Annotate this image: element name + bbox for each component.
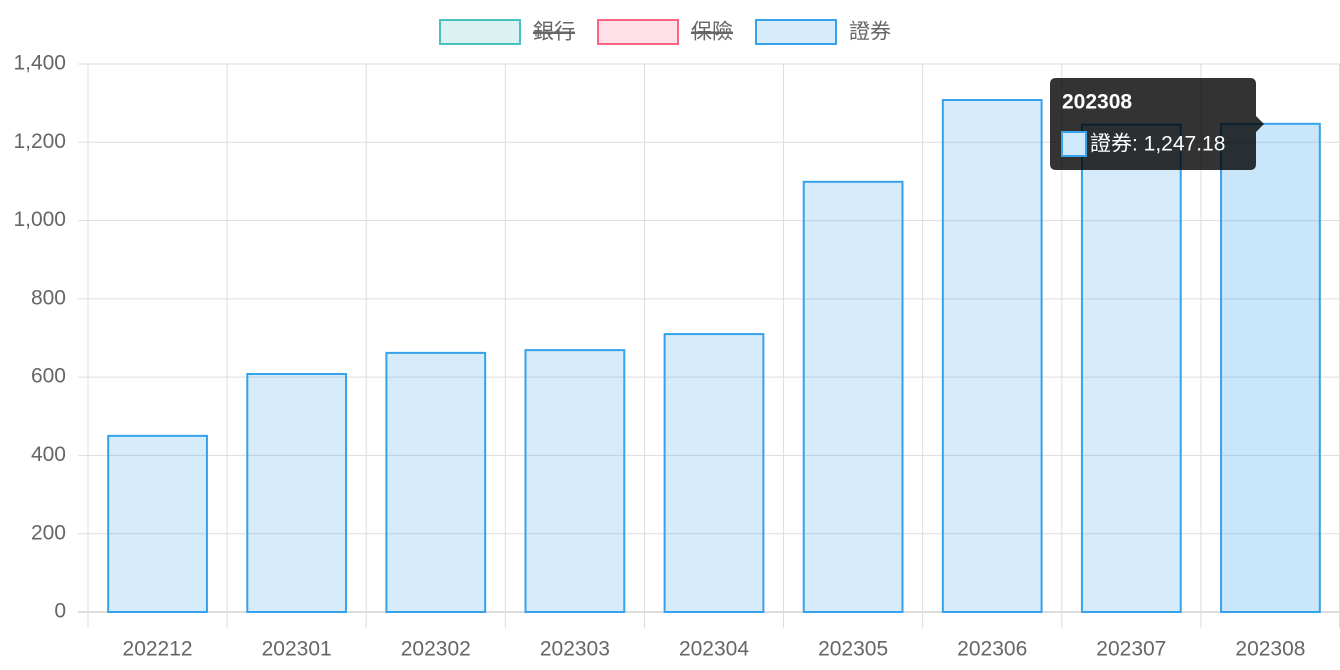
- bar[interactable]: [802, 180, 904, 613]
- bar[interactable]: [941, 99, 1043, 614]
- bar[interactable]: [385, 351, 487, 613]
- tooltip-label: 證券: 1,247.18: [1090, 133, 1225, 156]
- x-tick-label: 202212: [123, 638, 193, 661]
- legend-swatch[interactable]: [439, 19, 521, 45]
- bar[interactable]: [663, 333, 765, 613]
- x-tick-label: 202305: [818, 638, 888, 661]
- y-tick-label: 400: [31, 443, 66, 466]
- tooltip-box: [1050, 78, 1264, 170]
- legend-label[interactable]: 證券: [849, 21, 891, 44]
- tooltip-swatch: [1061, 131, 1087, 157]
- y-tick-label: 0: [54, 600, 66, 623]
- tooltip-title: 202308: [1062, 91, 1132, 114]
- x-tick-label: 202307: [1096, 638, 1166, 661]
- bar[interactable]: [1080, 123, 1182, 614]
- bar[interactable]: [107, 434, 208, 613]
- y-tick-label: 800: [31, 286, 66, 309]
- x-tick-label: 202301: [262, 638, 332, 661]
- y-tick-label: 1,200: [13, 130, 66, 153]
- x-tick-label: 202308: [1235, 638, 1305, 661]
- y-tick-label: 1,000: [13, 208, 66, 231]
- bar[interactable]: [246, 373, 348, 613]
- y-tick-label: 200: [31, 521, 66, 544]
- legend-swatch[interactable]: [755, 19, 837, 45]
- x-tick-label: 202302: [401, 638, 471, 661]
- y-tick-label: 600: [31, 365, 66, 388]
- y-tick-label: 1,400: [13, 52, 66, 75]
- x-tick-label: 202306: [957, 638, 1027, 661]
- x-tick-label: 202304: [679, 638, 749, 661]
- bar[interactable]: [524, 349, 626, 613]
- legend-swatch[interactable]: [597, 19, 679, 45]
- x-tick-label: 202303: [540, 638, 610, 661]
- bar[interactable]: [1220, 122, 1321, 613]
